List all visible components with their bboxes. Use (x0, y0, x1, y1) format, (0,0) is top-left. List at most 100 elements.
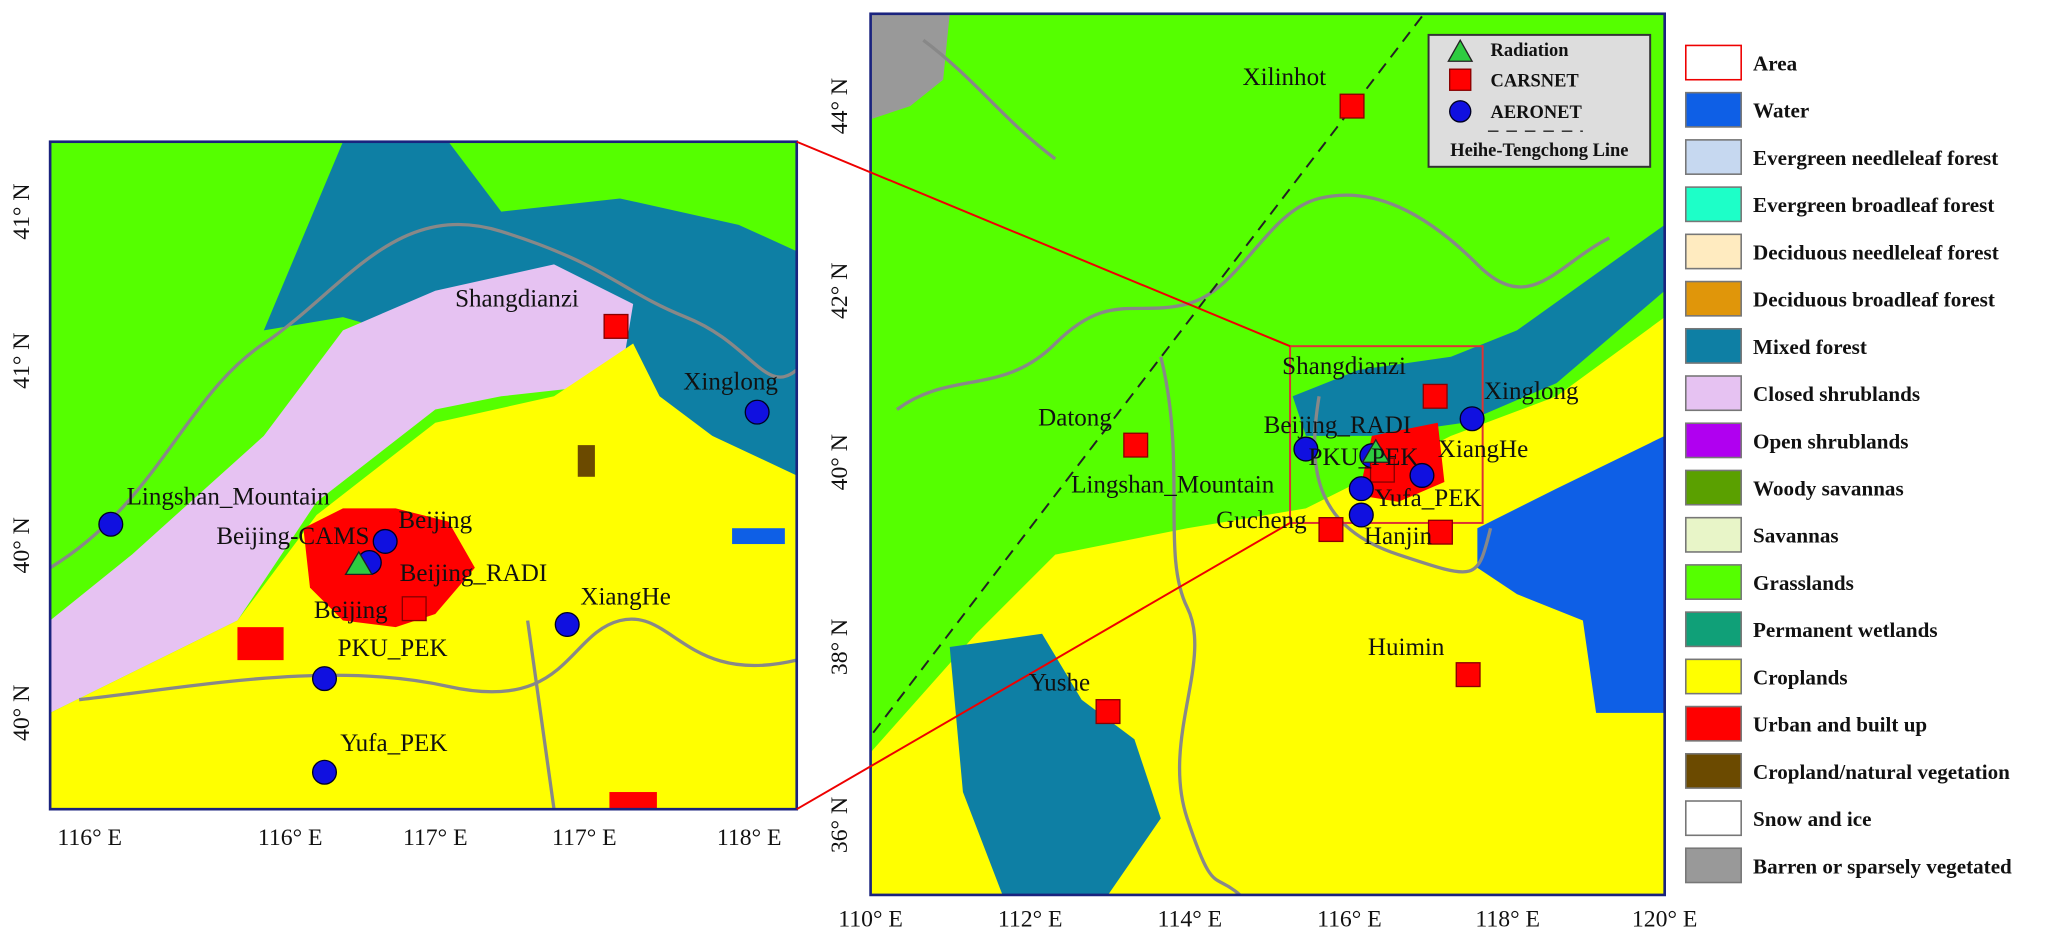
legend-swatch (1684, 375, 1742, 412)
inset-legend-label: AERONET (1491, 102, 1583, 122)
x-tick-label: 112° E (998, 907, 1063, 933)
carsnet-site (401, 596, 427, 622)
legend-label: Croplands (1753, 665, 1848, 689)
inset-legend-line: Heihe-Tengchong Line (1450, 140, 1628, 160)
aeronet-site (1348, 502, 1374, 528)
x-tick-label: 118° E (1475, 907, 1540, 933)
x-tick-label: 110° E (838, 907, 903, 933)
carsnet-site (1455, 662, 1481, 688)
legend-swatch (1684, 611, 1742, 648)
legend-label: Barren or sparsely vegetated (1753, 854, 2012, 878)
legend-label: Snow and ice (1753, 807, 1871, 831)
site-label: Yushe (1029, 669, 1090, 696)
site-label: Beijing (398, 507, 472, 534)
radiation-site (1361, 438, 1391, 463)
site-label: Xinglong (1484, 378, 1579, 405)
legend-label: Water (1753, 99, 1809, 123)
legend-swatch (1684, 564, 1742, 600)
legend-swatch (1684, 516, 1742, 553)
site-label: PKU_PEK (1309, 444, 1419, 471)
site-label: PKU_PEK (338, 635, 448, 662)
legend-swatch (1684, 752, 1742, 789)
carsnet-site (1422, 383, 1448, 409)
legend-label: Savannas (1753, 524, 1839, 548)
legend-swatch (1684, 800, 1742, 837)
aeronet-site (1293, 436, 1319, 462)
inset-legend: Radiation CARSNET AERONET Heihe-Tengchon… (1427, 33, 1652, 168)
y-tick-label: 36° N (827, 797, 853, 853)
aeronet-site (1409, 462, 1435, 488)
site-label: Xilinhot (1243, 64, 1327, 91)
legend-swatch (1684, 139, 1742, 175)
x-tick-label: 117° E (552, 825, 617, 851)
aeronet-site (744, 399, 770, 425)
legend-swatch (1684, 186, 1742, 223)
y-tick-label: 40° N (827, 434, 853, 490)
site-label: Lingshan_Mountain (1071, 472, 1275, 499)
carsnet-site (1318, 517, 1344, 543)
site-label: Huimin (1368, 634, 1445, 661)
carsnet-site (603, 313, 629, 339)
aeronet-site (98, 511, 124, 537)
site-label: Beijing_RADI (1264, 412, 1412, 439)
legend-swatch (1684, 705, 1742, 742)
x-tick-label: 116° E (57, 825, 122, 851)
site-label: Yufa_PEK (1374, 485, 1481, 512)
aeronet-site (311, 759, 338, 785)
y-tick-label: 38° N (827, 619, 853, 675)
aeronet-site (311, 666, 338, 692)
site-label: Shangdianzi (1282, 353, 1406, 380)
radiation-site (344, 550, 374, 576)
carsnet-site (1339, 93, 1365, 119)
y-tick-label: 44° N (827, 78, 853, 134)
aeronet-site (372, 528, 398, 554)
right-map (870, 13, 1665, 895)
site-label: Beijing_RADI (400, 560, 548, 587)
legend-label: Evergreen needleleaf forest (1753, 146, 1998, 170)
site-label: Datong (1038, 404, 1112, 431)
legend-label: Evergreen broadleaf forest (1753, 193, 1994, 217)
site-label: Beijing (314, 597, 388, 624)
legend-label: Area (1753, 51, 1798, 75)
carsnet-site (1427, 519, 1453, 545)
legend-swatch (1684, 469, 1742, 506)
generated: 41° N 41° N 40° N 40° N 116° E 116° E 117° E 11… (9, 44, 2012, 933)
site-label: Shangdianzi (455, 286, 579, 313)
site-label: Lingshan_Mountain (127, 483, 331, 510)
y-tick-label: 41° N (9, 333, 35, 389)
legend-swatch (1684, 422, 1742, 459)
aeronet-site (1459, 406, 1485, 432)
y-tick-label: 42° N (827, 263, 853, 319)
site-label: Xinglong (683, 369, 778, 396)
site-label: Yufa_PEK (340, 730, 447, 757)
legend-label: Urban and built up (1753, 713, 1927, 737)
site-label: XiangHe (580, 584, 670, 611)
carsnet-site (1123, 432, 1149, 458)
inset-legend-label: CARSNET (1491, 70, 1580, 90)
x-tick-label: 117° E (403, 825, 468, 851)
aeronet-site (1348, 476, 1374, 502)
y-tick-label: 40° N (9, 517, 35, 573)
legend-label: Woody savannas (1753, 477, 1904, 501)
legend-label: Open shrublands (1753, 429, 1908, 453)
legend-swatch (1684, 658, 1742, 695)
x-tick-label: 116° E (1317, 907, 1382, 933)
legend-swatch (1684, 44, 1742, 81)
y-tick-label: 41° N (9, 183, 35, 239)
legend-swatch (1684, 327, 1742, 364)
x-tick-label: 120° E (1632, 907, 1698, 933)
site-label: Beijing-CAMS (216, 523, 369, 550)
y-tick-label: 40° N (9, 685, 35, 741)
legend-label: Mixed forest (1753, 335, 1867, 359)
legend-label: Deciduous broadleaf forest (1753, 288, 1995, 312)
legend-swatch (1684, 91, 1742, 128)
inset-legend-label: Radiation (1491, 40, 1569, 60)
x-tick-label: 116° E (258, 825, 323, 851)
legend-label: Cropland/natural vegetation (1753, 760, 2010, 784)
legend-label: Grasslands (1753, 571, 1854, 595)
x-tick-label: 118° E (717, 825, 782, 851)
site-label: Gucheng (1216, 507, 1307, 534)
carsnet-site (1095, 699, 1121, 725)
x-tick-label: 114° E (1157, 907, 1222, 933)
legend-label: Deciduous needleleaf forest (1753, 240, 1999, 264)
